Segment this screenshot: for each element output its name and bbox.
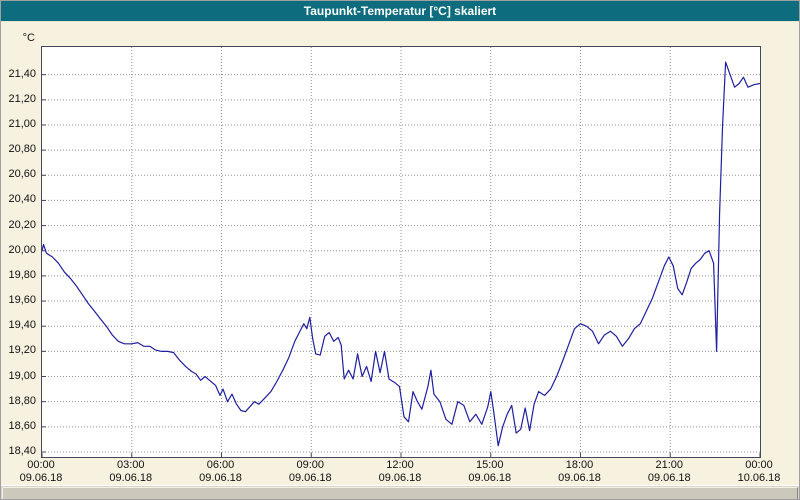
y-tick-label: 20,00	[8, 243, 36, 256]
window-title: Taupunkt-Temperatur [°C] skaliert	[303, 4, 497, 18]
x-tick-date: 09.06.18	[378, 472, 422, 484]
y-tick-label: 21,20	[8, 92, 36, 105]
x-tick-label: 15:00 09.06.18	[468, 459, 511, 485]
scrollbar-thumb[interactable]	[2, 487, 798, 499]
x-tick-date: 09.06.18	[109, 472, 153, 484]
y-tick-label: 18,80	[8, 394, 36, 407]
y-axis-unit-label: °C	[22, 32, 35, 44]
x-tick-time: 06:00	[206, 459, 235, 471]
x-tick-label: 09:00 09.06.18	[289, 459, 332, 485]
plot-area	[41, 46, 761, 458]
x-tick-date: 10.06.18	[737, 472, 781, 484]
x-tick-label: 21:00 09.06.18	[648, 459, 691, 485]
y-tick-label: 20,60	[8, 168, 36, 181]
y-tick-label: 21,40	[8, 67, 36, 80]
x-tick-time: 18:00	[565, 459, 594, 471]
x-tick-time: 03:00	[116, 459, 145, 471]
x-tick-label: 06:00 09.06.18	[199, 459, 242, 485]
x-tick-date: 09.06.18	[199, 472, 242, 484]
y-tick-label: 19,40	[8, 319, 36, 332]
x-tick-time: 00:00	[745, 459, 773, 471]
x-tick-label: 03:00 09.06.18	[109, 459, 152, 485]
x-tick-date: 09.06.18	[19, 472, 63, 484]
x-tick-time: 00:00	[27, 459, 55, 471]
y-tick-label: 21,00	[8, 117, 36, 130]
x-tick-label: 18:00 09.06.18	[558, 459, 601, 485]
y-tick-label: 19,80	[8, 268, 36, 281]
y-tick-label: 18,40	[8, 444, 36, 457]
y-tick-label: 19,60	[8, 294, 36, 307]
y-tick-label: 18,60	[8, 419, 36, 432]
x-tick-time: 15:00	[475, 459, 504, 471]
horizontal-scrollbar[interactable]	[1, 485, 799, 499]
x-tick-time: 12:00	[386, 459, 414, 471]
x-tick-date: 09.06.18	[558, 472, 601, 484]
x-tick-date: 09.06.18	[468, 472, 512, 484]
x-tick-label: 00:00 09.06.18	[20, 459, 63, 485]
x-tick-label: 12:00 09.06.18	[379, 459, 422, 485]
window-titlebar: Taupunkt-Temperatur [°C] skaliert	[1, 1, 799, 22]
y-tick-label: 20,40	[8, 193, 36, 206]
x-tick-time: 09:00	[296, 459, 325, 471]
line-chart	[42, 47, 760, 457]
x-tick-label: 00:00 10.06.18	[738, 459, 781, 485]
x-tick-date: 09.06.18	[288, 472, 332, 484]
y-tick-label: 19,20	[8, 344, 36, 357]
y-tick-label: 20,80	[8, 143, 36, 156]
x-tick-date: 09.06.18	[647, 472, 691, 484]
x-tick-time: 21:00	[655, 459, 684, 471]
y-tick-label: 20,20	[8, 218, 36, 231]
y-tick-label: 19,00	[8, 369, 36, 382]
